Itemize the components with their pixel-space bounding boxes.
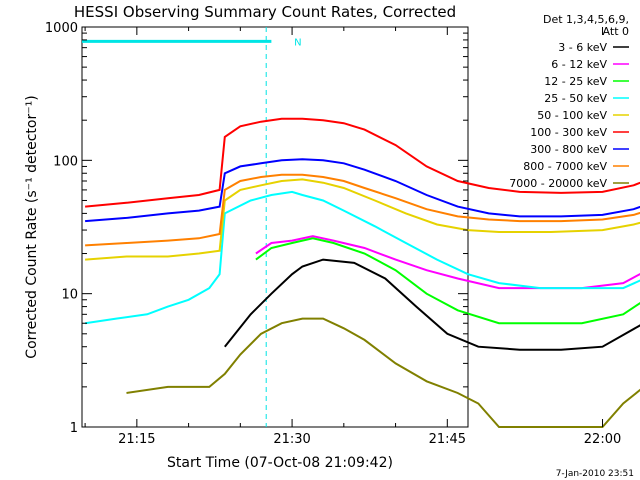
series-line (224, 258, 640, 351)
legend-label: 3 - 6 keV (558, 41, 607, 54)
series-line (255, 237, 640, 325)
series-line (85, 117, 640, 208)
legend-label: 100 - 300 keV (530, 126, 607, 139)
x-axis-label: Start Time (07-Oct-08 21:09:42) (167, 455, 393, 471)
legend-label: 300 - 800 keV (530, 143, 607, 156)
series-line (85, 178, 640, 261)
legend-label: 12 - 25 keV (544, 75, 607, 88)
y-tick-label: 1 (70, 421, 78, 436)
x-tick-label: 21:30 (273, 432, 310, 447)
series-line (85, 158, 640, 223)
x-tick-label: 22:00 (584, 432, 621, 447)
legend-label: 50 - 100 keV (537, 109, 607, 122)
legend-header: Det 1,3,4,5,6,9, (543, 13, 629, 26)
legend-label: 25 - 50 keV (544, 92, 607, 105)
legend-label: 6 - 12 keV (551, 58, 607, 71)
series-line (85, 173, 640, 247)
y-tick-label: 10 (61, 288, 78, 303)
series-line (84, 190, 640, 325)
plot-area (81, 26, 469, 428)
series-line (126, 317, 640, 428)
legend-header: Att 0 (603, 25, 629, 38)
y-tick-label: 100 (53, 154, 78, 169)
y-axis-label: Corrected Count Rate (s⁻¹ detector⁻¹) (24, 95, 40, 358)
x-tick-label: 21:45 (429, 432, 466, 447)
legend-label: 800 - 7000 keV (523, 160, 607, 173)
annotation-label: N (294, 37, 301, 48)
y-tick-label: 1000 (45, 21, 78, 36)
x-tick-label: 21:15 (118, 432, 155, 447)
chart-title: HESSI Observing Summary Count Rates, Cor… (74, 3, 456, 21)
footer-date: 7-Jan-2010 23:51 (556, 469, 634, 479)
legend-label: 7000 - 20000 keV (509, 177, 607, 190)
